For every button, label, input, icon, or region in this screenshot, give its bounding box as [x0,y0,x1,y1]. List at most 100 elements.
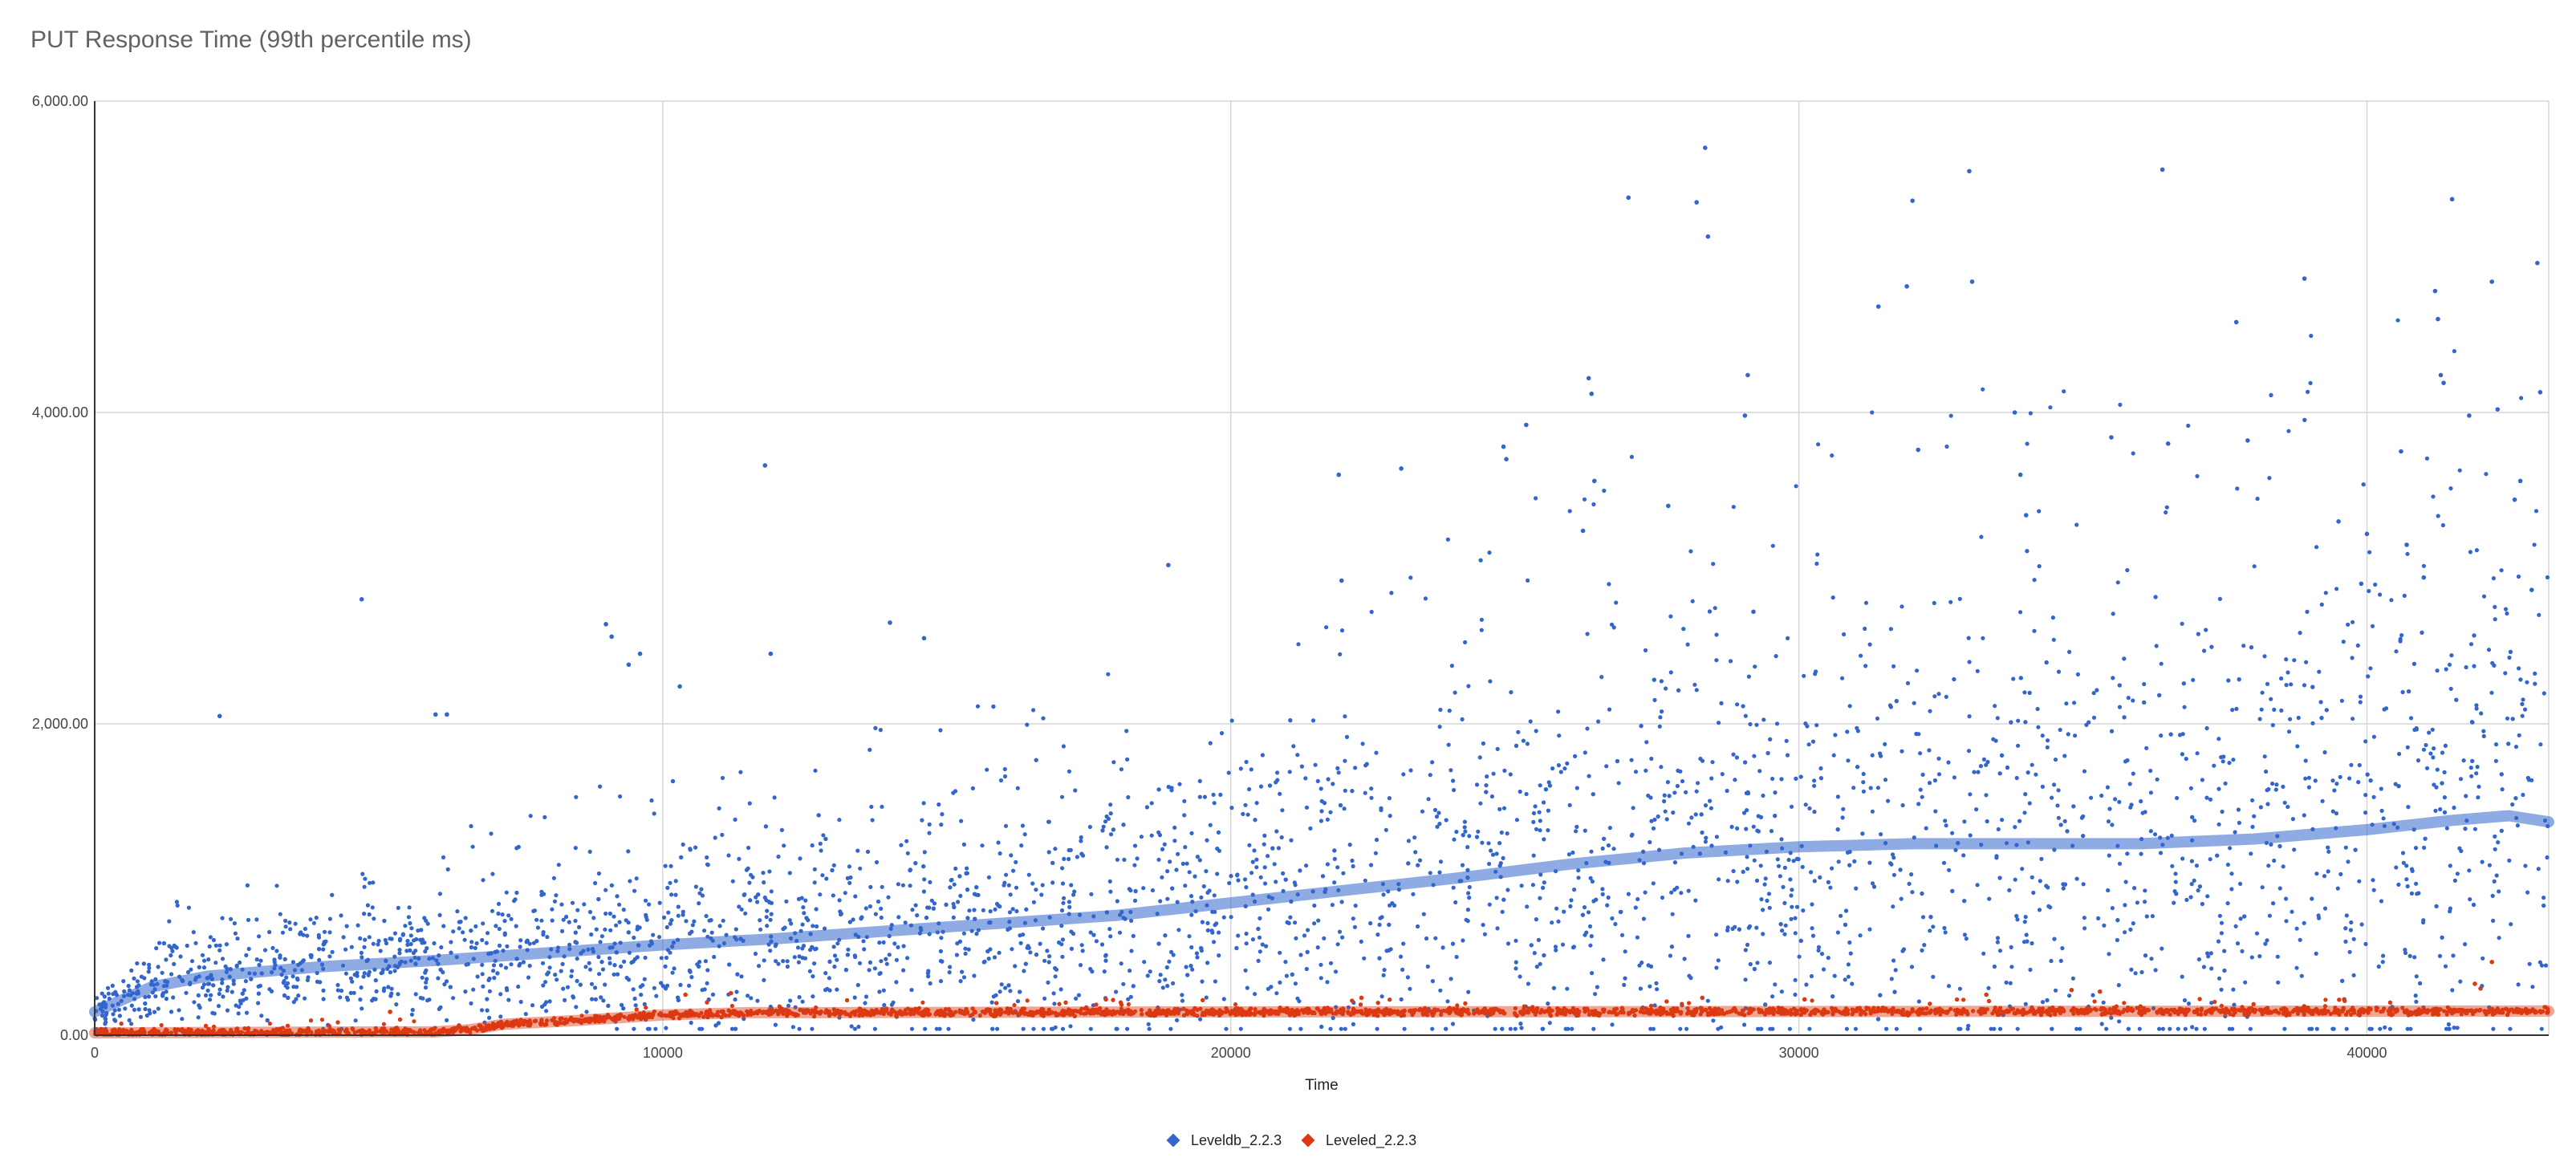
leveldb-point [1759,897,1764,902]
leveldb-point [670,970,675,975]
leveldb-point [1424,936,1429,941]
leveldb-point [514,890,519,896]
leveldb-point [634,876,639,881]
leveldb-point [1351,1022,1355,1026]
leveldb-point [2200,901,2204,907]
leveldb-point [2493,758,2498,763]
leveldb-point [937,921,941,926]
leveldb-point [812,961,817,966]
leveldb-point [344,924,349,928]
leveldb-point [1803,802,1808,807]
leveldb-point [1899,604,1904,609]
leveldb-point [762,977,766,982]
leveldb-point [1128,994,1133,999]
leveldb-point [2008,981,2013,985]
leveldb-point [1260,942,1265,947]
leveldb-point [2241,644,2246,648]
leveldb-point [504,890,509,895]
leveldb-point [486,977,491,982]
leveldb-point [599,995,603,1000]
leveldb-point [789,921,794,926]
leveldb-point [1669,945,1674,949]
leveldb-point [965,866,969,871]
leveldb-point [1756,829,1761,834]
leveldb-point [1615,758,1619,764]
leveldb-point [765,908,770,913]
leveldb-point [2197,884,2202,889]
leveldb-point [376,938,381,944]
leveldb-point [847,880,852,885]
leveldb-point [383,937,388,943]
leveldb-point [2507,858,2512,863]
leveldb-point [774,942,778,947]
leveldb-point [439,945,444,950]
leveldb-point [397,951,402,956]
leveldb-point [1318,819,1323,823]
leveldb-point [2525,680,2529,685]
leveldb-point [2107,853,2111,858]
leveldb-point [1402,1026,1407,1031]
leveldb-point [997,950,1002,955]
leveldb-point [1478,558,1483,563]
leveldb-point [1550,920,1554,925]
leveldb-point [1657,847,1662,852]
leveldb-point [1693,898,1698,903]
leveldb-point [879,906,884,911]
leveldb-point [1059,942,1064,947]
leveldb-point [516,984,521,989]
leveldb-point [1509,690,1514,695]
leveldb-point [1761,717,1766,722]
leveldb-point [2262,754,2267,759]
leveldb-point [2052,936,2057,941]
leveldb-point [1115,857,1119,862]
leveldb-point [2486,648,2492,652]
leveldb-point [2519,396,2524,400]
leveldb-point [1074,996,1079,1001]
leveldb-point [1425,964,1430,969]
leveldb-point [1264,944,1269,949]
leveldb-point [769,912,774,916]
leveldb-point [1018,940,1023,945]
leveldb-point [636,943,641,948]
leveldb-point [1015,786,1020,790]
leveldb-point [1611,847,1616,851]
leveldb-point [372,916,376,921]
leveldb-point [2326,845,2330,850]
leveldb-point [939,823,944,827]
leveldb-point [2394,865,2399,870]
leveldb-point [1810,739,1816,744]
leveldb-point [2383,1025,2387,1030]
leveldb-point [1734,755,1739,760]
leveldb-point [768,949,773,953]
leveldb-point [1484,790,1489,794]
leveldb-point [556,863,561,867]
leveldb-point [2027,801,2032,806]
leveldb-point [853,932,858,937]
leveldb-point [1438,707,1443,713]
leveldb-point [343,947,348,952]
leveldb-point [1546,1001,1550,1006]
leveldb-point [1694,789,1699,794]
leveldb-point [2299,973,2304,978]
leveldb-point [2081,882,2086,887]
leveldb-point [2533,671,2537,676]
leveldb-point [1031,1026,1036,1031]
leveldb-point [553,973,558,977]
leveldb-point [1157,833,1163,838]
leveldb-point [2142,700,2147,705]
leveldb-point [1780,928,1785,933]
leveldb-point [205,988,210,993]
leveldb-point [796,960,802,965]
leveldb-point [1111,827,1115,832]
leveldb-point [2099,1022,2104,1026]
leveldb-point [129,1003,134,1008]
leveldb-point [1260,753,1265,758]
leveldb-point [1211,940,1217,945]
leveldb-point [1426,797,1431,802]
leveldb-point [360,955,364,960]
leveldb-point [2411,661,2416,666]
leveldb-point [2318,700,2323,705]
leveldb-point [1631,806,1635,810]
leveldb-point [2537,960,2542,965]
leveldb-point [217,987,222,992]
